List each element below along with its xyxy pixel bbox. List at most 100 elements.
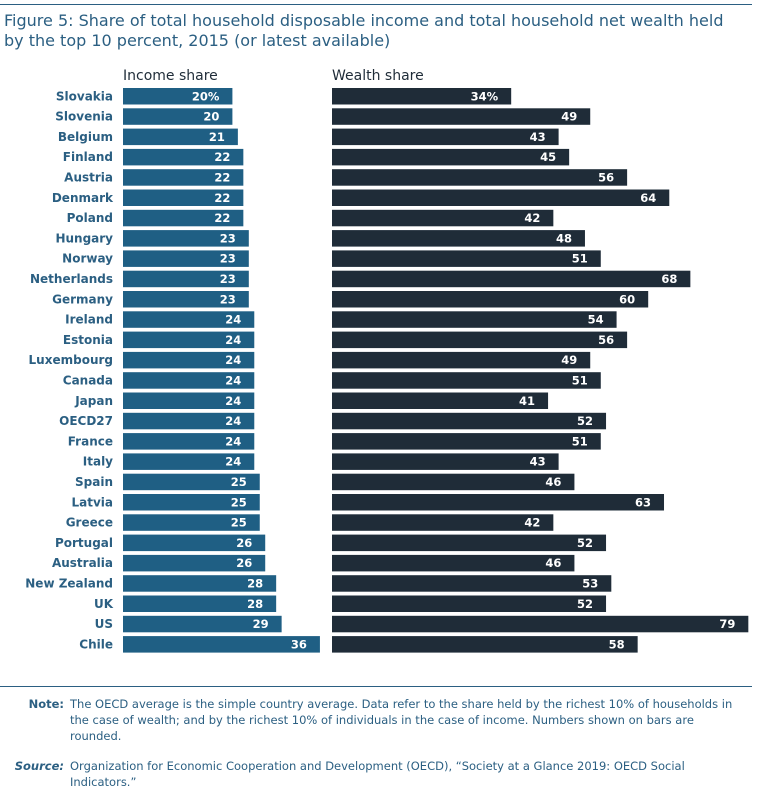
series-title-1: Wealth share [332, 68, 424, 84]
data-label: 29 [253, 617, 269, 631]
bar-wealth [332, 615, 749, 633]
bar-income [123, 331, 255, 349]
bar-wealth [332, 88, 512, 105]
bar-income [123, 534, 266, 552]
bar-income [123, 230, 249, 247]
category-label: Norway [62, 252, 113, 266]
bar-wealth [332, 189, 670, 206]
category-label: Poland [67, 211, 113, 225]
bar-income [123, 494, 260, 511]
bar-wealth [332, 311, 617, 328]
data-label: 46 [545, 556, 561, 570]
bar-income [123, 453, 255, 470]
category-label: France [68, 434, 113, 448]
category-label: Spain [75, 475, 113, 489]
data-label: 26 [236, 536, 252, 550]
category-label: Japan [74, 394, 113, 408]
category-label: Slovenia [55, 110, 113, 124]
bar-income [123, 514, 260, 531]
bar-income [123, 351, 255, 369]
category-label: New Zealand [25, 576, 113, 590]
category-label: Finland [63, 150, 113, 164]
bar-income [123, 392, 255, 409]
category-label: Netherlands [30, 272, 113, 286]
data-label: 20 [203, 110, 219, 124]
data-label: 51 [572, 252, 588, 266]
bar-wealth [332, 372, 601, 389]
category-label: Chile [79, 637, 113, 651]
data-label: 51 [572, 373, 588, 387]
bar-wealth [332, 209, 554, 227]
bar-wealth [332, 494, 665, 511]
data-label: 52 [577, 414, 593, 428]
bar-wealth [332, 392, 549, 409]
data-label: 24 [225, 394, 241, 408]
data-label: 24 [225, 455, 241, 469]
data-label: 79 [719, 617, 735, 631]
bar-income [123, 169, 244, 186]
data-label: 24 [225, 434, 241, 448]
data-label: 23 [220, 272, 236, 286]
category-label: Canada [63, 373, 113, 387]
bottom-rule [0, 686, 752, 687]
category-label: Portugal [55, 536, 113, 550]
bar-income [123, 473, 260, 491]
bar-wealth [332, 270, 691, 288]
bar-wealth [332, 291, 649, 308]
data-label: 22 [214, 211, 230, 225]
bar-wealth [332, 108, 591, 125]
data-label: 52 [577, 597, 593, 611]
data-label: 34% [471, 89, 499, 103]
data-label: 22 [214, 191, 230, 205]
bar-income [123, 291, 249, 308]
data-label: 43 [530, 455, 546, 469]
data-label: 23 [220, 252, 236, 266]
bar-wealth [332, 514, 554, 531]
bar-income [123, 595, 277, 612]
data-label: 24 [225, 373, 241, 387]
category-label: Slovakia [56, 89, 113, 103]
data-label: 42 [524, 516, 540, 530]
data-label: 26 [236, 556, 252, 570]
data-label: 42 [524, 211, 540, 225]
data-label: 58 [609, 637, 625, 651]
data-label: 24 [225, 333, 241, 347]
bar-income [123, 88, 233, 105]
bar-wealth [332, 575, 612, 592]
bar-wealth [332, 554, 575, 572]
bar-income [123, 148, 244, 166]
note-label: Note: [28, 697, 64, 711]
data-label: 36 [291, 637, 307, 651]
bar-wealth [332, 433, 601, 450]
bar-chart: Income share Wealth share Slovakia Slovenia… [25, 68, 749, 653]
bar-income [123, 128, 238, 146]
bar-income [123, 108, 233, 125]
bar-wealth [332, 351, 591, 369]
category-label: Estonia [63, 333, 113, 347]
bar-income [123, 412, 255, 430]
data-label: 52 [577, 536, 593, 550]
bar-wealth [332, 331, 628, 349]
data-label: 48 [556, 231, 572, 245]
data-label: 68 [661, 272, 677, 286]
bar-wealth [332, 230, 585, 247]
data-label: 45 [540, 150, 556, 164]
bar-income [123, 433, 255, 450]
category-label: Germany [52, 292, 113, 306]
data-label: 20% [192, 89, 220, 103]
top-rule [0, 4, 752, 5]
note: Note: The OECD average is the simple cou… [12, 696, 747, 744]
bar-wealth [332, 412, 607, 430]
bar-income [123, 575, 277, 592]
data-label: 53 [582, 576, 598, 590]
series-title-0: Income share [123, 68, 218, 84]
data-label: 54 [588, 313, 604, 327]
chart-title: Figure 5: Share of total household dispo… [4, 11, 724, 50]
category-label: UK [94, 597, 114, 611]
category-label: Austria [64, 170, 113, 184]
category-label: Hungary [55, 231, 113, 245]
category-label: Greece [66, 516, 113, 530]
bar-wealth [332, 128, 559, 146]
category-label: Luxembourg [29, 353, 113, 367]
category-label: Latvia [71, 495, 113, 509]
